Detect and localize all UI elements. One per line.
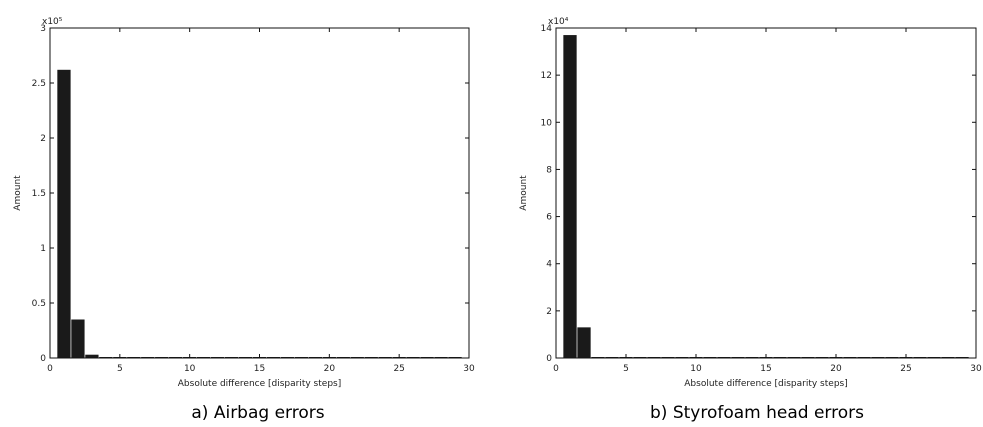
- plot-frame: [555, 27, 977, 359]
- y-tick-label: 4: [546, 260, 552, 270]
- x-tick-label: 5: [117, 364, 123, 374]
- y-tick-label: 0: [40, 354, 46, 364]
- y-tick-label: 1.5: [32, 189, 46, 199]
- x-tick-label: 30: [970, 364, 982, 374]
- x-tick-label: 25: [393, 364, 404, 374]
- y-axis-label: Amount: [519, 175, 529, 211]
- x-tick-label: 30: [463, 364, 475, 374]
- bar: [563, 35, 577, 358]
- x-tick-label: 20: [830, 364, 842, 374]
- x-tick-label: 25: [900, 364, 911, 374]
- chart-panel-styrofoam: 0 5 10 15 20 25 30 0 2 4 6 8 10 12 14 x10⁴ Absolute diff…: [500, 0, 983, 427]
- y-tick-label: 3: [40, 24, 46, 34]
- x-tick-label: 0: [47, 364, 53, 374]
- plot-frame: [49, 27, 470, 359]
- x-tick-label: 0: [553, 364, 559, 374]
- y-exponent-label: x10⁴: [548, 17, 569, 27]
- chart-caption: a) Airbag errors: [191, 403, 325, 423]
- bar: [57, 69, 71, 359]
- x-tick-label: 15: [254, 364, 265, 374]
- x-tick-label: 10: [690, 364, 702, 374]
- y-tick-label: 1: [40, 244, 46, 254]
- y-tick-label: 10: [541, 118, 553, 128]
- y-tick-label: 6: [546, 213, 552, 223]
- chart-caption: b) Styrofoam head errors: [650, 403, 864, 423]
- bar: [577, 327, 591, 358]
- x-tick-label: 20: [324, 364, 336, 374]
- chart-panel-airbag: 0 5 10 15 20 25 30 0 0.5 1 1.5 2 2.5 3 x10⁵ Absolute di…: [0, 0, 490, 427]
- y-tick-label: 2: [546, 307, 552, 317]
- bar: [71, 319, 85, 358]
- y-tick-label: 2.5: [32, 79, 46, 89]
- y-tick-label: 12: [541, 71, 552, 81]
- y-tick-label: 2: [40, 134, 46, 144]
- bar: [85, 354, 99, 358]
- x-axis-label: Absolute difference [disparity steps]: [178, 379, 341, 389]
- x-tick-label: 10: [184, 364, 196, 374]
- x-tick-label: 5: [623, 364, 629, 374]
- x-axis-label: Absolute difference [disparity steps]: [684, 379, 847, 389]
- y-tick-label: 14: [541, 24, 553, 34]
- y-axis-label: Amount: [13, 175, 23, 211]
- y-tick-label: 0: [546, 354, 552, 364]
- y-exponent-label: x10⁵: [42, 17, 63, 27]
- x-tick-label: 15: [760, 364, 771, 374]
- y-tick-label: 8: [546, 165, 552, 175]
- y-tick-label: 0.5: [32, 299, 46, 309]
